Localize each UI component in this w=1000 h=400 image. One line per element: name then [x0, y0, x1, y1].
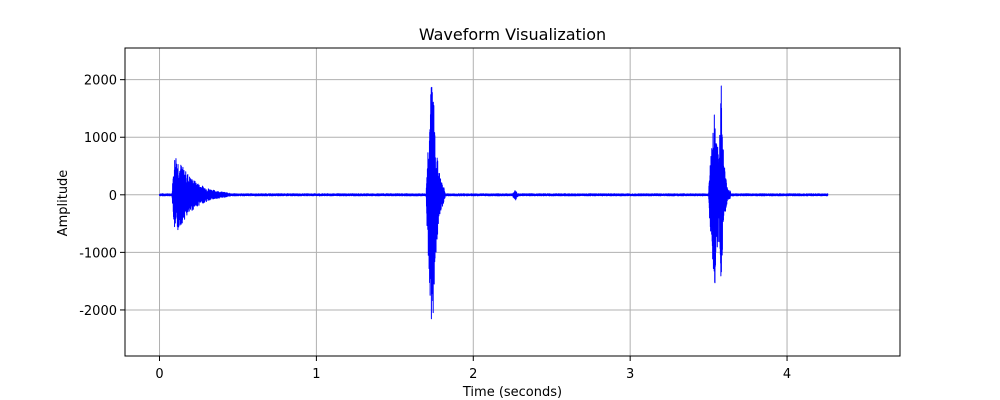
- x-axis-title: Time (seconds): [462, 385, 562, 400]
- plot-frame: [124, 47, 901, 357]
- y-tick-label: 2000: [84, 74, 117, 89]
- grid-layer: [125, 48, 900, 356]
- plot-area: [159, 85, 829, 320]
- waveform-series: [159, 85, 829, 320]
- x-tick-label: 1: [312, 367, 320, 382]
- x-tick-label: 2: [469, 367, 477, 382]
- y-axis-title: Amplitude: [56, 170, 71, 237]
- chart-title: Waveform Visualization: [419, 25, 606, 44]
- y-tick-label: -2000: [79, 304, 117, 319]
- y-tick-label: 1000: [84, 131, 117, 146]
- x-tick-label: 4: [783, 367, 791, 382]
- y-tick-label: 0: [109, 189, 117, 204]
- waveform-line: [159, 85, 829, 320]
- y-axis: -2000 -1000 0 1000 2000: [79, 74, 125, 319]
- y-tick-label: -1000: [79, 246, 117, 261]
- x-tick-label: 0: [155, 367, 163, 382]
- x-axis: 0 1 2 3 4: [155, 356, 791, 382]
- x-tick-label: 3: [626, 367, 634, 382]
